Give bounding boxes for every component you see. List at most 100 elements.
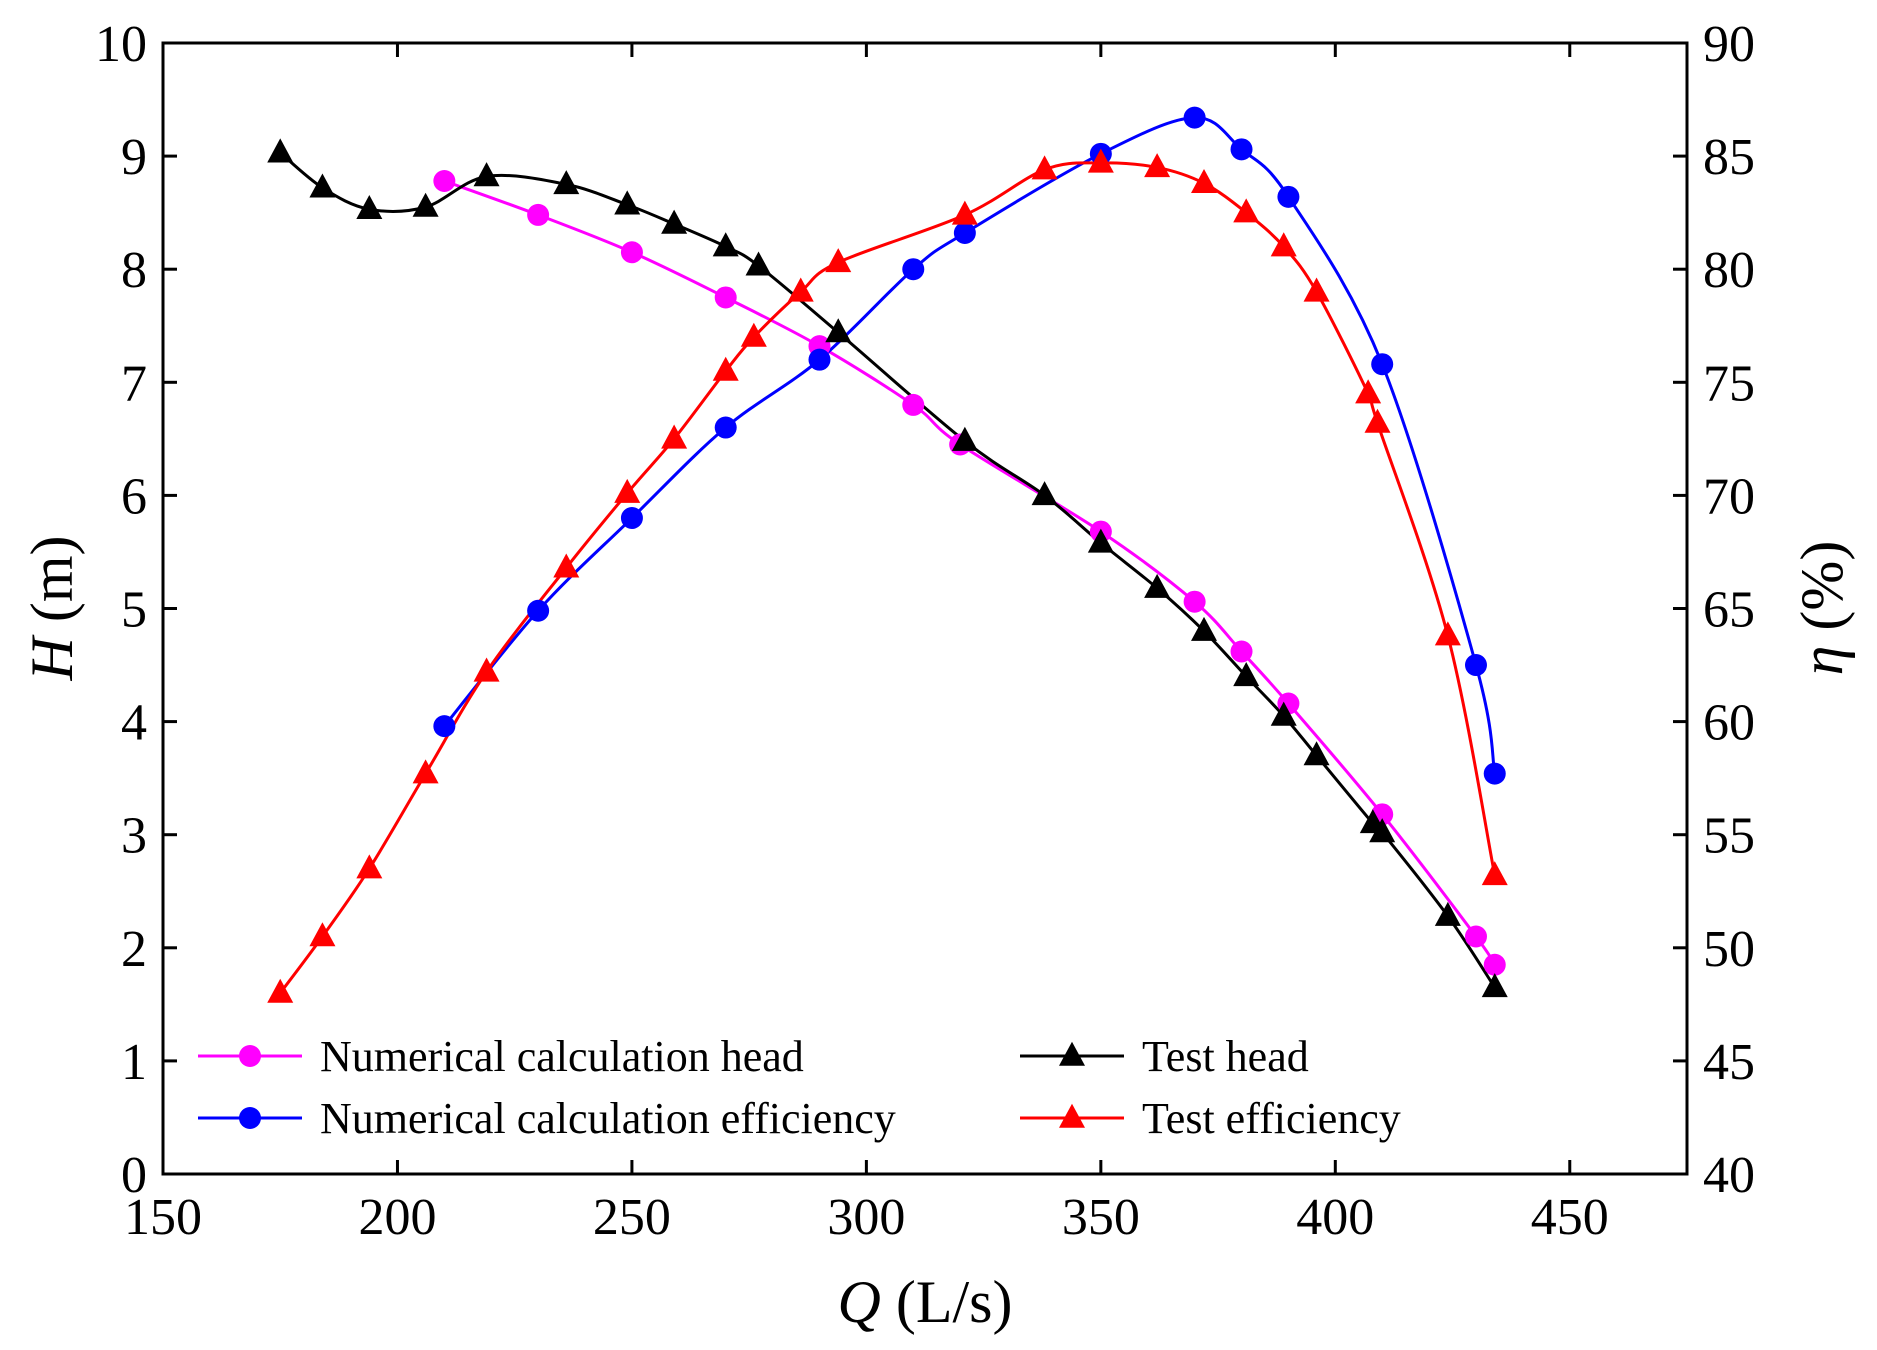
numerical-calculation-efficiency-point: [808, 348, 831, 371]
y-left-tick-label: 7: [121, 355, 147, 412]
legend-marker-numerical-calculation-efficiency: [239, 1107, 261, 1129]
y-right-tick-label: 40: [1703, 1147, 1755, 1204]
test-efficiency-point: [1303, 277, 1330, 302]
legend-label-numerical-calculation-head: Numerical calculation head: [320, 1032, 804, 1081]
numerical-calculation-head-point: [1464, 925, 1487, 948]
test-efficiency-point: [1031, 155, 1058, 180]
y-right-axis-var: η: [1789, 646, 1855, 676]
y-right-tick-label: 65: [1703, 582, 1755, 639]
test-efficiency-point: [614, 478, 641, 503]
test-efficiency-point: [1233, 198, 1260, 223]
test-head-point: [1270, 701, 1297, 726]
y-left-tick-label: 5: [121, 582, 147, 639]
y-left-tick-label: 3: [121, 808, 147, 865]
test-head-point: [1233, 662, 1260, 687]
y-right-tick-label: 50: [1703, 921, 1755, 978]
x-tick-label: 300: [827, 1189, 905, 1246]
legend: Numerical calculation head Test head Numer…: [198, 1032, 1401, 1143]
y-right-axis-title: η (%): [1789, 541, 1855, 676]
numerical-calculation-efficiency-point: [953, 222, 976, 245]
numerical-calculation-efficiency-point: [1277, 185, 1300, 208]
numerical-calculation-head-point: [1230, 640, 1253, 663]
test-head-point: [1144, 573, 1171, 598]
legend-label-test-efficiency: Test efficiency: [1142, 1094, 1401, 1143]
numerical-calculation-efficiency-point: [1483, 762, 1506, 785]
y-left-axis-title: H (m): [19, 536, 85, 682]
test-efficiency-point: [309, 922, 336, 947]
y-right-tick-label: 45: [1703, 1034, 1755, 1091]
test-efficiency-point: [951, 200, 978, 225]
y-right-tick-label: 55: [1703, 808, 1755, 865]
y-right-tick-label: 75: [1703, 355, 1755, 412]
x-axis-unit: (L/s): [881, 1269, 1013, 1335]
y-left-axis-var: H: [19, 633, 85, 681]
test-efficiency-point: [740, 322, 767, 347]
test-head-point: [825, 318, 852, 343]
test-efficiency-point: [1355, 379, 1382, 404]
y-left-tick-label: 2: [121, 921, 147, 978]
test-efficiency-point: [825, 248, 852, 273]
y-right-tick-label: 60: [1703, 695, 1755, 752]
test-efficiency-point: [1481, 861, 1508, 886]
test-head-point: [661, 209, 688, 234]
test-head-point: [1369, 818, 1396, 843]
numerical-calculation-efficiency-point: [902, 258, 925, 281]
test-efficiency-point: [356, 854, 383, 879]
numerical-calculation-head-point: [902, 393, 925, 416]
plot-lines: [279, 116, 1497, 994]
numerical-calculation-efficiency-point: [1183, 106, 1206, 129]
numerical-calculation-head-point: [527, 203, 550, 226]
test-efficiency-point: [661, 424, 688, 449]
test-head-point: [356, 194, 383, 220]
test-head-point: [553, 170, 580, 195]
y-right-tick-label: 80: [1703, 242, 1755, 299]
tick-labels: 150 200 250 300 350 400 4500123456789104045505…: [95, 16, 1755, 1246]
numerical-calculation-efficiency-point: [433, 715, 456, 738]
test-head-line: [279, 151, 1496, 989]
x-tick-label: 350: [1062, 1189, 1140, 1246]
numerical-calculation-head-point: [433, 169, 456, 192]
y-left-tick-label: 10: [95, 16, 147, 73]
y-left-axis-unit: (m): [19, 536, 85, 638]
axis-ticks: [161, 41, 1687, 1176]
numerical-calculation-head-line: [443, 179, 1497, 966]
x-tick-label: 200: [358, 1189, 436, 1246]
y-right-axis-unit: (%): [1789, 541, 1855, 646]
numerical-calculation-efficiency-point: [1371, 353, 1394, 376]
x-tick-label: 250: [593, 1189, 671, 1246]
test-head-point: [412, 192, 439, 217]
x-axis-title: Q (L/s): [838, 1269, 1013, 1335]
y-right-tick-label: 90: [1703, 16, 1755, 73]
test-efficiency-point: [1364, 408, 1391, 433]
test-efficiency-point: [787, 277, 814, 302]
numerical-calculation-efficiency-point: [1464, 654, 1487, 677]
numerical-calculation-head-point: [620, 241, 643, 264]
numerical-calculation-head-point: [714, 286, 737, 309]
test-efficiency-point: [473, 657, 500, 682]
test-head-point: [614, 190, 641, 215]
test-efficiency-point: [712, 356, 739, 381]
y-right-tick-label: 85: [1703, 129, 1755, 186]
test-head-point: [309, 173, 336, 198]
test-head-point: [951, 426, 978, 451]
test-efficiency-point: [553, 553, 580, 578]
test-efficiency-point: [1087, 148, 1114, 173]
test-head-point: [1481, 973, 1508, 998]
test-head-point: [1303, 741, 1330, 766]
numerical-calculation-efficiency-point: [1230, 138, 1253, 161]
numerical-calculation-head-point: [1183, 590, 1206, 613]
numerical-calculation-efficiency-point: [527, 599, 550, 622]
test-head-point: [267, 138, 294, 163]
legend-label-test-head: Test head: [1142, 1032, 1309, 1081]
legend-marker-test-efficiency: [1059, 1103, 1085, 1128]
y-left-tick-label: 4: [121, 695, 147, 752]
x-tick-label: 400: [1296, 1189, 1374, 1246]
y-left-tick-label: 8: [121, 242, 147, 299]
x-tick-label: 150: [124, 1189, 202, 1246]
y-right-tick-label: 70: [1703, 468, 1755, 525]
y-left-tick-label: 1: [121, 1034, 147, 1091]
test-efficiency-point: [412, 759, 439, 784]
test-efficiency-point: [267, 978, 294, 1003]
legend-marker-test-head: [1059, 1041, 1085, 1066]
